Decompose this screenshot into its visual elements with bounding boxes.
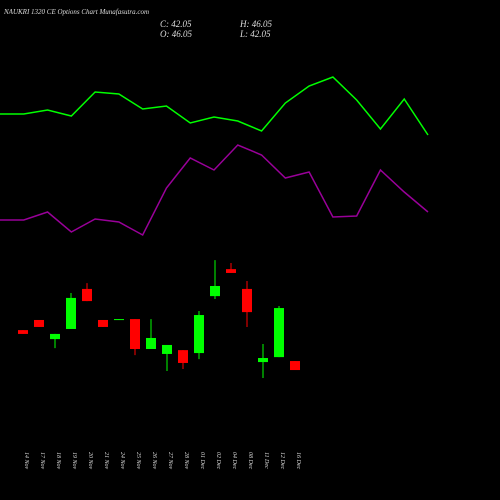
x-tick-label: 28 Nov: [183, 452, 189, 470]
candle-body: [98, 319, 108, 327]
candle-body: [50, 333, 60, 340]
chart-title: NAUKRI 1320 CE Options Chart Munafasutra…: [3, 8, 149, 16]
x-tick-label: 01 Dec: [199, 452, 205, 469]
candle-body: [82, 288, 92, 302]
candle-body: [290, 361, 300, 371]
candle-body: [178, 350, 188, 363]
x-tick-label: 24 Nov: [119, 452, 126, 470]
x-tick-label: 21 Nov: [103, 452, 109, 470]
candle-body: [66, 297, 76, 329]
candle-body: [130, 319, 140, 350]
ohlc-label: H: 46.05: [239, 19, 272, 29]
x-tick-label: 26 Nov: [151, 452, 157, 470]
candle-body: [114, 319, 124, 321]
x-tick-label: 14 Nov: [23, 452, 30, 470]
candle-body: [242, 288, 252, 313]
candle-body: [226, 269, 236, 273]
x-tick-label: 19 Nov: [71, 452, 77, 470]
x-tick-label: 08 Dec: [247, 452, 253, 469]
x-tick-label: 25 Nov: [135, 452, 141, 470]
candle-body: [146, 337, 156, 350]
x-tick-label: 20 Nov: [87, 452, 93, 470]
x-tick-label: 27 Nov: [167, 452, 173, 470]
x-tick-label: 11 Dec: [263, 452, 269, 469]
indicator-line: [0, 76, 429, 136]
candle-body: [258, 358, 268, 363]
candle-body: [162, 344, 172, 354]
x-tick-label: 17 Nov: [39, 452, 45, 470]
candle-body: [18, 330, 28, 334]
indicator-line: [0, 144, 429, 237]
ohlc-label: C: 42.05: [160, 19, 192, 29]
x-tick-label: 16 Dec: [295, 452, 301, 469]
candle-body: [274, 308, 284, 358]
candle-body: [210, 286, 220, 297]
x-tick-label: 18 Nov: [55, 452, 61, 470]
ohlc-label: L: 42.05: [239, 29, 271, 39]
candle-body: [194, 315, 204, 354]
candle-body: [34, 319, 44, 327]
ohlc-label: O: 46.05: [160, 29, 192, 39]
x-tick-label: 12 Dec: [279, 452, 285, 469]
x-tick-label: 04 Dec: [231, 452, 238, 469]
x-tick-label: 02 Dec: [215, 452, 221, 469]
